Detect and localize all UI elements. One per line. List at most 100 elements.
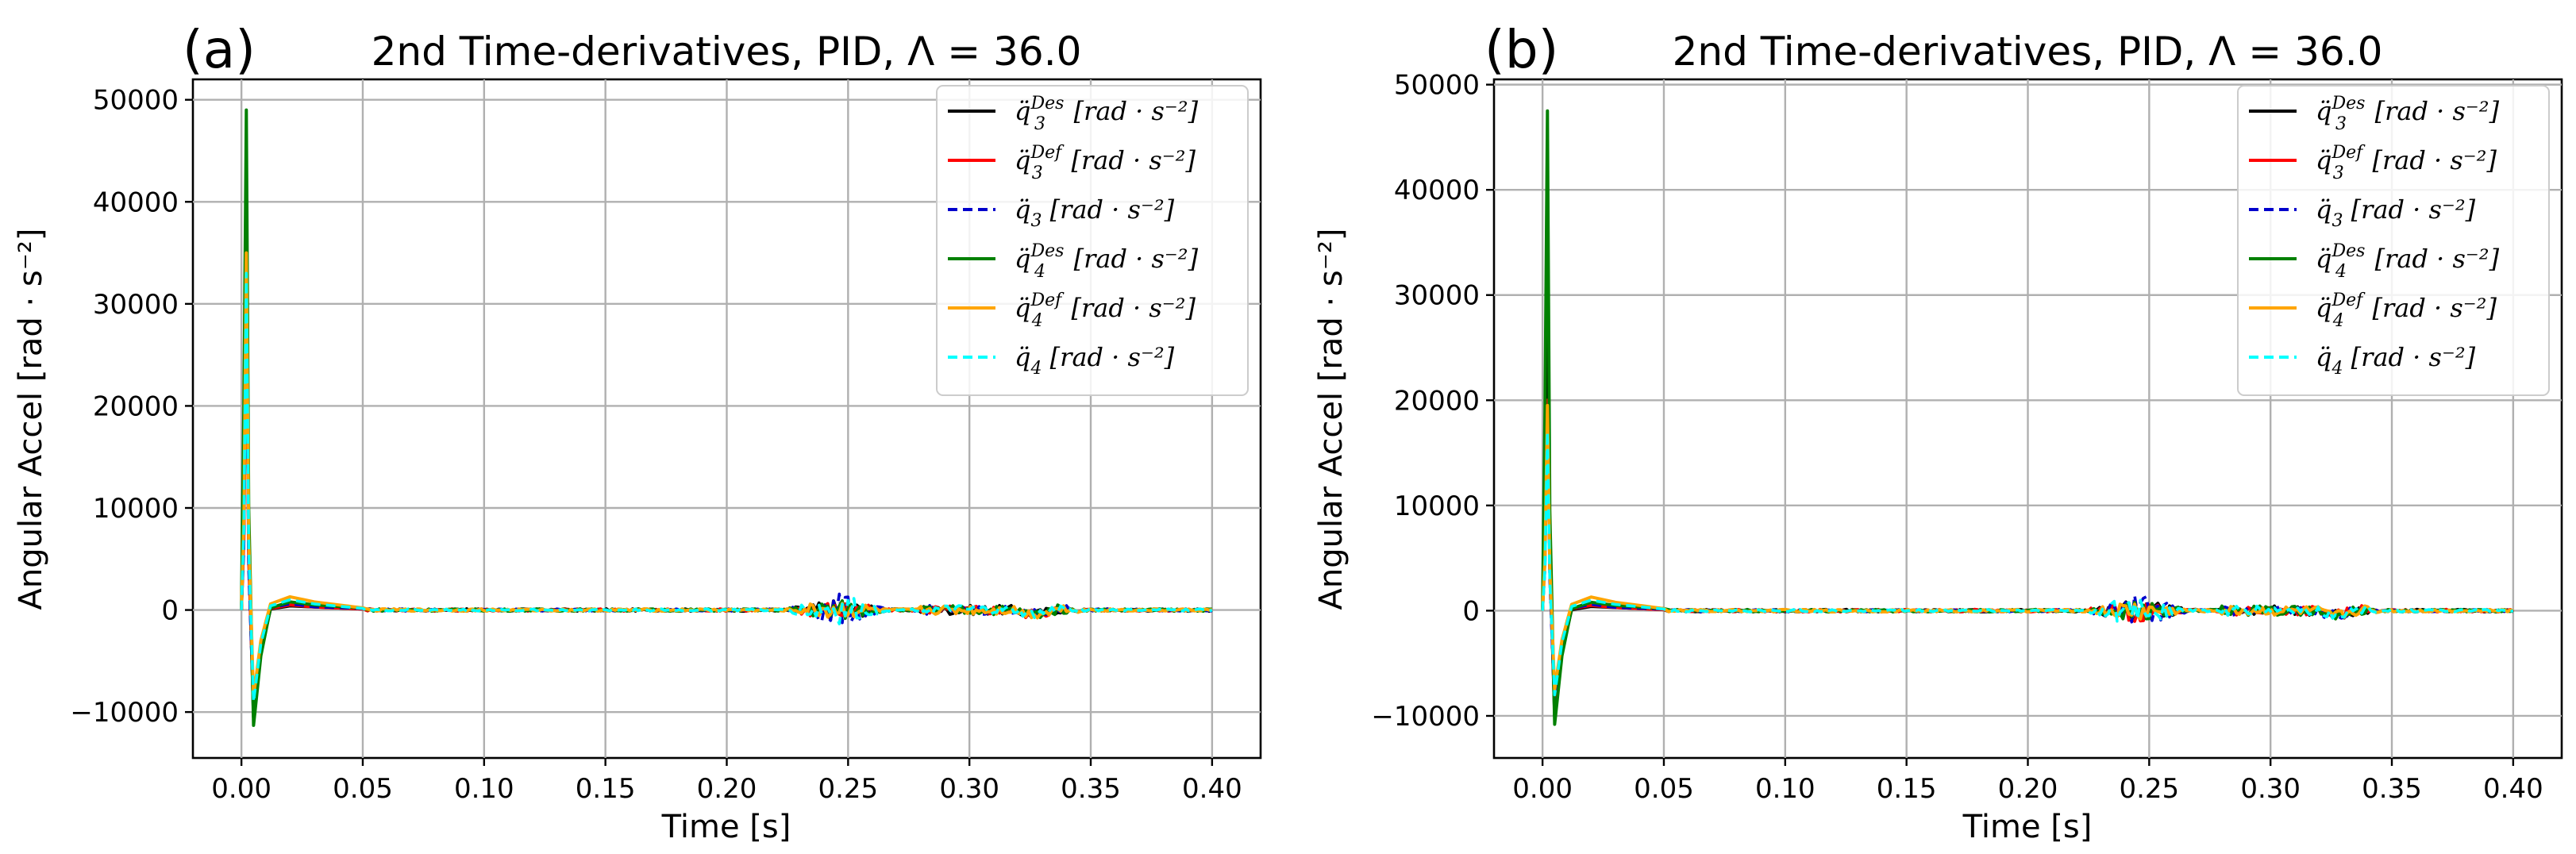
legend-unit: [rad · s⁻²] [2366, 244, 2499, 274]
x-tick-label: 0.00 [211, 773, 271, 805]
x-tick-label: 0.10 [1755, 773, 1816, 805]
x-tick-label: 0.20 [697, 773, 757, 805]
legend-entry: q̈4 [rad · s⁻²] [1015, 342, 1175, 379]
legend-entry: q̈Des 3 [rad · s⁻²] [1015, 94, 1199, 134]
y-axis-label-b: Angular Accel [rad · s⁻²] [1313, 228, 1350, 610]
y-tick-label: 50000 [93, 85, 179, 117]
x-tick-label: 0.15 [1877, 773, 1937, 805]
y-ticks-b: −10000 0 10000 20000 30000 40000 50000 [1371, 70, 1494, 733]
x-ticks-a: 0.00 0.05 0.10 0.15 0.20 0.25 0.30 0.35 0.40 [211, 758, 1242, 805]
x-tick-label: 0.15 [576, 773, 636, 805]
legend-entry: q̈Des 4 [rad · s⁻²] [2316, 241, 2500, 282]
y-axis-label-a: Angular Accel [rad · s⁻²] [13, 228, 49, 610]
y-tick-label: 0 [1462, 595, 1480, 627]
y-tick-label: 20000 [93, 390, 179, 422]
legend-unit: [rad · s⁻²] [2343, 194, 2475, 225]
legend-symbol: q̈ [2316, 145, 2331, 175]
chart-title-a: 2nd Time-derivatives, PID, Λ = 36.0 [372, 29, 1082, 75]
x-axis-label-b: Time [s] [1962, 809, 2093, 845]
legend-symbol: q̈ [2316, 194, 2331, 225]
legend-symbol: q̈ [2316, 342, 2331, 372]
x-tick-label: 0.35 [1061, 773, 1121, 805]
panel-label-b: (b) [1484, 19, 1558, 80]
legend-sup: Def [1030, 290, 1065, 310]
x-tick-label: 0.05 [333, 773, 393, 805]
legend-unit: [rad · s⁻²] [1042, 194, 1174, 225]
x-tick-label: 0.30 [939, 773, 999, 805]
legend-sub: 4 [1030, 359, 1042, 379]
legend-unit: [rad · s⁻²] [1065, 244, 1198, 274]
y-tick-label: 50000 [1394, 70, 1480, 102]
legend-unit: [rad · s⁻²] [2364, 293, 2497, 323]
y-tick-label: 40000 [93, 187, 179, 218]
x-tick-label: 0.40 [2483, 773, 2543, 805]
x-tick-label: 0.10 [454, 773, 514, 805]
y-tick-label: 30000 [93, 289, 179, 321]
series-a [240, 108, 1213, 727]
y-ticks-a: −10000 0 10000 20000 30000 40000 50000 [70, 85, 193, 729]
legend-unit: [rad · s⁻²] [1065, 96, 1198, 126]
legend-sub: 3 [2333, 163, 2344, 183]
legend-sup: Des [2331, 241, 2365, 261]
legend-symbol: q̈ [2316, 293, 2331, 323]
legend-sup: Des [2331, 94, 2365, 113]
legend-sup: Def [1030, 143, 1065, 163]
grid-a [193, 79, 1261, 758]
legend-unit: [rad · s⁻²] [1063, 293, 1196, 323]
y-tick-label: 20000 [1394, 385, 1480, 417]
legend-entry: q̈Des 3 [rad · s⁻²] [2316, 94, 2500, 134]
x-tick-label: 0.30 [2240, 773, 2301, 805]
legend-symbol: q̈ [2316, 244, 2331, 274]
x-tick-label: 0.25 [2119, 773, 2179, 805]
legend-entry: q̈3 [rad · s⁻²] [2316, 194, 2476, 231]
legend-sub: 3 [1032, 163, 1043, 183]
legend-sub: 4 [2335, 262, 2347, 282]
legend-entry: q̈Def 4 [rad · s⁻²] [1015, 290, 1196, 331]
legend-unit: [rad · s⁻²] [1063, 145, 1196, 175]
legend-a: q̈Des 3 [rad · s⁻²]q̈Def 3 [rad · s⁻²]q̈3 … [936, 85, 1249, 396]
legend-box [936, 85, 1249, 396]
y-tick-label: 40000 [1394, 175, 1480, 206]
series-line-q4 [240, 271, 1213, 704]
legend-unit: [rad · s⁻²] [2343, 342, 2475, 372]
legend-sup: Def [2331, 290, 2366, 310]
legend-entry: q̈Des 4 [rad · s⁻²] [1015, 241, 1199, 282]
series-line-q4 [1541, 430, 2514, 697]
legend-symbol: q̈ [2316, 96, 2331, 126]
legend-symbol: q̈ [1015, 244, 1030, 274]
legend-sub: 3 [2331, 211, 2343, 231]
legend-sub: 4 [1031, 311, 1043, 331]
x-tick-label: 0.25 [818, 773, 878, 805]
chart-title-b: 2nd Time-derivatives, PID, Λ = 36.0 [1673, 29, 2383, 75]
legend-symbol: q̈ [1015, 293, 1030, 323]
series-b [1541, 109, 2515, 726]
legend-sub: 3 [2335, 114, 2347, 134]
legend-symbol: q̈ [1015, 145, 1030, 175]
y-tick-label: 30000 [1394, 280, 1480, 312]
y-tick-label: 0 [161, 595, 179, 627]
legend-entry: q̈Def 3 [rad · s⁻²] [2316, 143, 2497, 183]
legend-sup: Des [1030, 241, 1064, 261]
legend-unit: [rad · s⁻²] [1042, 342, 1174, 372]
legend-unit: [rad · s⁻²] [2364, 145, 2497, 175]
legend-sub: 3 [1034, 114, 1045, 134]
legend-entry: q̈4 [rad · s⁻²] [2316, 342, 2476, 379]
x-ticks-b: 0.00 0.05 0.10 0.15 0.20 0.25 0.30 0.35 0.40 [1512, 758, 2543, 805]
y-tick-label: 10000 [1394, 490, 1480, 522]
x-tick-label: 0.00 [1512, 773, 1573, 805]
x-axis-label-a: Time [s] [661, 809, 791, 845]
legend-symbol: q̈ [1015, 96, 1030, 126]
panel-label-a: (a) [183, 19, 256, 80]
legend-entry: q̈Def 3 [rad · s⁻²] [1015, 143, 1196, 183]
legend-b: q̈Des 3 [rad · s⁻²]q̈Def 3 [rad · s⁻²]q̈3 … [2237, 85, 2550, 396]
legend-entry: q̈3 [rad · s⁻²] [1015, 194, 1175, 231]
legend-sup: Def [2331, 143, 2366, 163]
legend-entry: q̈Def 4 [rad · s⁻²] [2316, 290, 2497, 331]
legend-unit: [rad · s⁻²] [2366, 96, 2499, 126]
legend-box [2237, 85, 2550, 396]
x-tick-label: 0.20 [1998, 773, 2058, 805]
legend-sub: 4 [1034, 262, 1045, 282]
x-tick-label: 0.35 [2362, 773, 2422, 805]
